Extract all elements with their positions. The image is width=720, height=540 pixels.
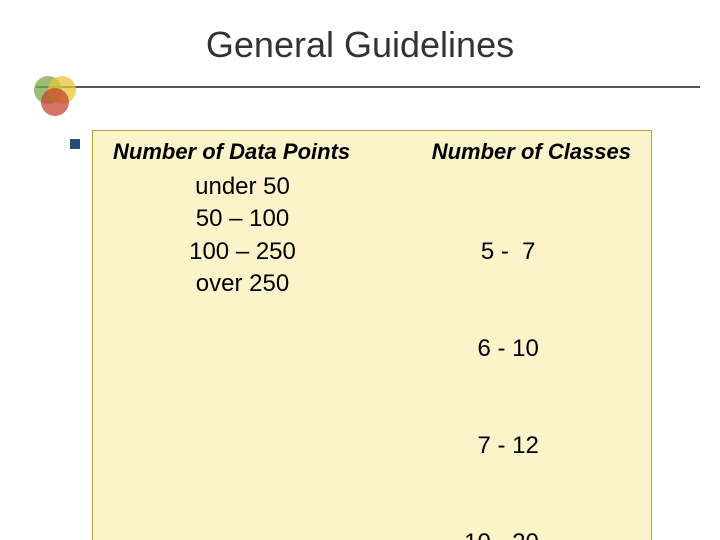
table-col-datapoints: under 50 50 – 100 100 – 250 over 250	[113, 171, 372, 540]
table-bullet-row: Number of Data Points Number of Classes …	[70, 130, 690, 540]
table-header-row: Number of Data Points Number of Classes	[113, 139, 631, 165]
table-header-left: Number of Data Points	[113, 139, 350, 165]
table-col-classes: 5 - 7 6 - 10 7 - 12 10 - 20	[372, 171, 631, 540]
table-body: under 50 50 – 100 100 – 250 over 250 5 -…	[113, 171, 631, 540]
content-area: Number of Data Points Number of Classes …	[70, 130, 690, 540]
table-cell: 6 - 10	[372, 333, 631, 365]
table-cell: 100 – 250	[113, 236, 372, 268]
table-cell: 50 – 100	[113, 203, 372, 235]
guidelines-table: Number of Data Points Number of Classes …	[92, 130, 652, 540]
page-title: General Guidelines	[0, 24, 720, 66]
table-cell: over 250	[113, 268, 372, 300]
table-cell: 7 - 12	[372, 430, 631, 462]
table-header-right: Number of Classes	[432, 139, 631, 165]
table-cell: under 50	[113, 171, 372, 203]
slide: General Guidelines Number of Data Points…	[0, 0, 720, 540]
table-cell: 5 - 7	[372, 236, 631, 268]
square-bullet-icon	[70, 139, 80, 149]
table-cell: 10 - 20	[372, 527, 631, 540]
title-underline	[36, 86, 700, 88]
logo-icon	[28, 68, 82, 122]
